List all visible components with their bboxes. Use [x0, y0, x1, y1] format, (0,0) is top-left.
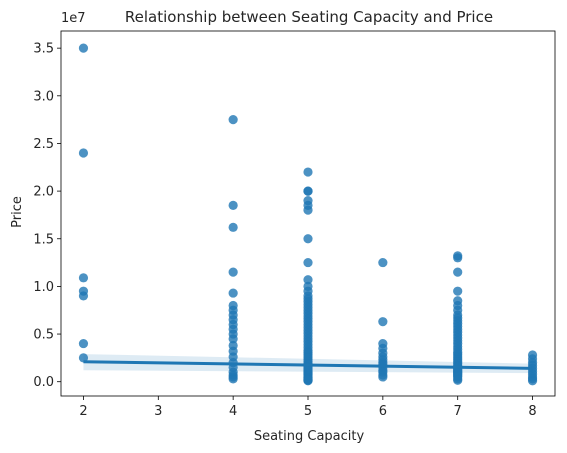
y-tick-label: 1.0: [33, 280, 54, 295]
regression-line: [83, 360, 533, 370]
data-point: [453, 375, 463, 385]
data-point: [228, 222, 238, 232]
y-tick-label: 2.0: [33, 185, 54, 200]
y-tick-label: 0.5: [33, 328, 54, 343]
data-point: [378, 257, 388, 268]
data-point: [378, 317, 388, 327]
data-point: [228, 200, 238, 210]
data-point: [527, 376, 538, 386]
chart-title: Relationship between Seating Capacity an…: [125, 8, 493, 26]
data-point: [303, 167, 313, 177]
y-tick-label: 2.5: [33, 137, 54, 152]
data-point: [78, 338, 89, 349]
data-point: [228, 115, 238, 125]
data-point: [303, 205, 313, 215]
data-point: [228, 267, 238, 277]
data-point: [228, 288, 238, 298]
tick-labels: 2 3 4 5 6 7 8 0.0 0.5 1.0 1.5 2.0 2.5 3.0 3.5: [33, 42, 536, 419]
x-tick-label: 2: [79, 404, 87, 419]
data-point: [78, 273, 89, 283]
y-offset-label: 1e7: [61, 11, 86, 26]
y-axis-label: Price: [10, 196, 25, 228]
data-point: [78, 43, 89, 53]
y-tick-label: 1.5: [33, 232, 54, 247]
x-tick-label: 5: [304, 404, 312, 419]
data-point: [453, 286, 463, 296]
data-point: [303, 234, 313, 244]
x-tick-label: 4: [229, 404, 237, 419]
data-point: [303, 275, 313, 285]
x-tick-label: 7: [454, 404, 462, 419]
x-tick-label: 3: [154, 404, 162, 419]
scatter-points: [78, 43, 538, 386]
y-tick-label: 0.0: [33, 375, 54, 390]
x-tick-label: 6: [379, 404, 387, 419]
data-point: [378, 372, 388, 382]
data-point: [228, 334, 238, 344]
data-point: [303, 186, 313, 196]
data-point: [78, 148, 89, 158]
data-point: [303, 376, 313, 386]
data-point: [228, 374, 238, 384]
data-point: [453, 253, 463, 263]
data-point: [78, 291, 89, 301]
x-tick-label: 8: [528, 404, 536, 419]
data-point: [78, 353, 89, 363]
y-tick-label: 3.0: [33, 89, 54, 104]
data-point: [453, 267, 463, 277]
regression-line-group: [83, 360, 533, 370]
x-axis-label: Seating Capacity: [254, 429, 365, 444]
data-point: [303, 257, 313, 268]
y-tick-label: 3.5: [33, 42, 54, 57]
